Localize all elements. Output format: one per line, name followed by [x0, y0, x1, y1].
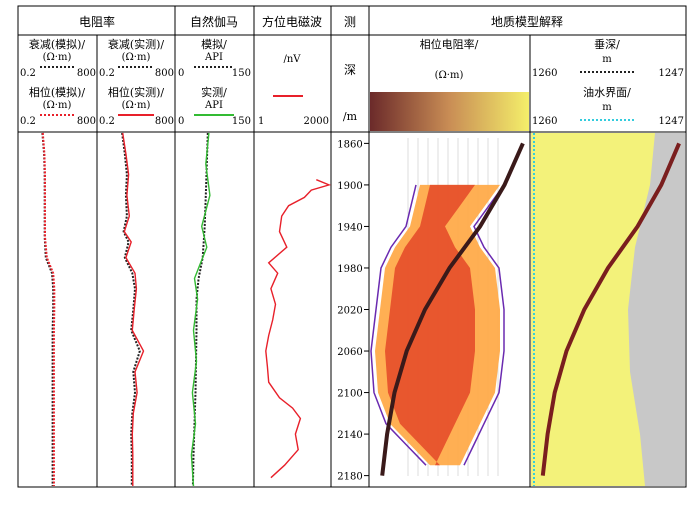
res-c1-min: 0.2 [20, 68, 36, 79]
lithology-model [531, 133, 685, 486]
res-c2-min: 0.2 [99, 68, 115, 79]
curve-自然伽马-实测 [190, 132, 211, 487]
geo-header: 相位电阻率/ (Ω·m) 垂深/ m 1260 1247 油水界面/ m 126… [370, 37, 684, 131]
owc-label2: m [602, 102, 612, 113]
depth-tick-label: 1980 [337, 264, 362, 275]
res-c4-min: 0.2 [99, 116, 115, 127]
gamma-c1-min: 0 [178, 68, 184, 79]
gamma-c2-label1: 实测/ [201, 85, 227, 99]
em-title: 方位电磁波 [262, 14, 322, 29]
tvd-min: 1260 [532, 68, 557, 79]
res-c2-max: 800 [155, 68, 174, 79]
tvd-label2: m [602, 54, 612, 65]
curve-方位电磁波-方位电磁波 [265, 179, 332, 479]
resistivity-track [41, 132, 145, 486]
curve-电阻率-衰减(实测) [121, 132, 141, 486]
depth-unit: /m [343, 110, 358, 123]
phase-resistivity-model [370, 133, 529, 486]
res-header: 衰减(模拟)/ (Ω·m) 0.2 800 衰减(实测)/ (Ω·m) 0.2 … [20, 37, 174, 127]
tvd-label1: 垂深/ [594, 38, 620, 51]
depth-tick-label: 2180 [337, 472, 362, 483]
geo-res-label: 相位电阻率/ [420, 37, 479, 51]
depth-axis: 1860 1900 1940 1980 2020 2060 2100 2140 2180 [337, 139, 369, 483]
gamma-track [190, 132, 211, 487]
res-c1-label2: (Ω·m) [43, 52, 72, 63]
res-c4-label1: 相位(实测)/ [108, 85, 165, 99]
depth-tick-label: 2100 [337, 389, 362, 400]
curve-电阻率-相位(实测) [122, 132, 145, 486]
curve-自然伽马-模拟 [191, 132, 209, 487]
res-c1-max: 800 [77, 68, 96, 79]
owc-label1: 油水界面/ [583, 85, 631, 99]
em-min: 1 [258, 116, 264, 127]
res-c2-label1: 衰减(实测)/ [108, 37, 165, 51]
depth-tick-label: 2060 [337, 347, 362, 358]
owc-min: 1260 [532, 116, 557, 127]
gamma-header: 模拟/ API 0 150 实测/ API 0 150 [178, 37, 251, 127]
em-unit: /nV [283, 54, 301, 65]
em-track [265, 179, 332, 479]
header-grid [17, 5, 687, 488]
res-model-outline-right [463, 184, 505, 466]
em-header: /nV 1 2000 [258, 54, 329, 127]
depth-tick-label: 2140 [337, 430, 362, 441]
gamma-c2-min: 0 [178, 116, 184, 127]
depth-char-1: 测 [344, 15, 356, 29]
res-c3-label1: 相位(模拟)/ [29, 85, 86, 99]
res-c3-max: 800 [77, 116, 96, 127]
trajectory-lith-panel [540, 142, 681, 476]
em-max: 2000 [304, 116, 329, 127]
curve-电阻率-衰减(模拟) [41, 132, 55, 486]
res-c4-label2: (Ω·m) [122, 100, 151, 111]
gamma-c2-max: 150 [232, 116, 251, 127]
depth-tick-label: 2020 [337, 306, 362, 317]
res-c3-label2: (Ω·m) [43, 100, 72, 111]
gamma-c1-label1: 模拟/ [201, 37, 227, 51]
res-c3-min: 0.2 [20, 116, 36, 127]
gamma-c1-max: 150 [232, 68, 251, 79]
geo-res-unit: (Ω·m) [435, 70, 464, 81]
res-model-core [385, 184, 475, 466]
geo-title: 地质模型解释 [491, 15, 563, 29]
res-title: 电阻率 [79, 14, 115, 29]
depth-char-2: 深 [344, 63, 356, 77]
res-c4-max: 800 [155, 116, 174, 127]
res-c2-label2: (Ω·m) [122, 52, 151, 63]
trajectory-res-panel [380, 142, 525, 476]
depth-tick-label: 1940 [337, 222, 362, 233]
gamma-title: 自然伽马 [190, 14, 238, 29]
depth-tick-label: 1900 [337, 181, 362, 192]
res-color-scale [370, 92, 529, 131]
curve-电阻率-相位(模拟) [41, 132, 56, 486]
depth-tick-label: 1860 [337, 139, 362, 150]
owc-max: 1247 [659, 116, 684, 127]
res-c1-label1: 衰减(模拟)/ [29, 37, 86, 51]
gamma-c1-label2: API [204, 52, 223, 63]
gamma-c2-label2: API [204, 100, 223, 111]
res-model-outline-left [370, 184, 427, 466]
tvd-max: 1247 [659, 68, 684, 79]
